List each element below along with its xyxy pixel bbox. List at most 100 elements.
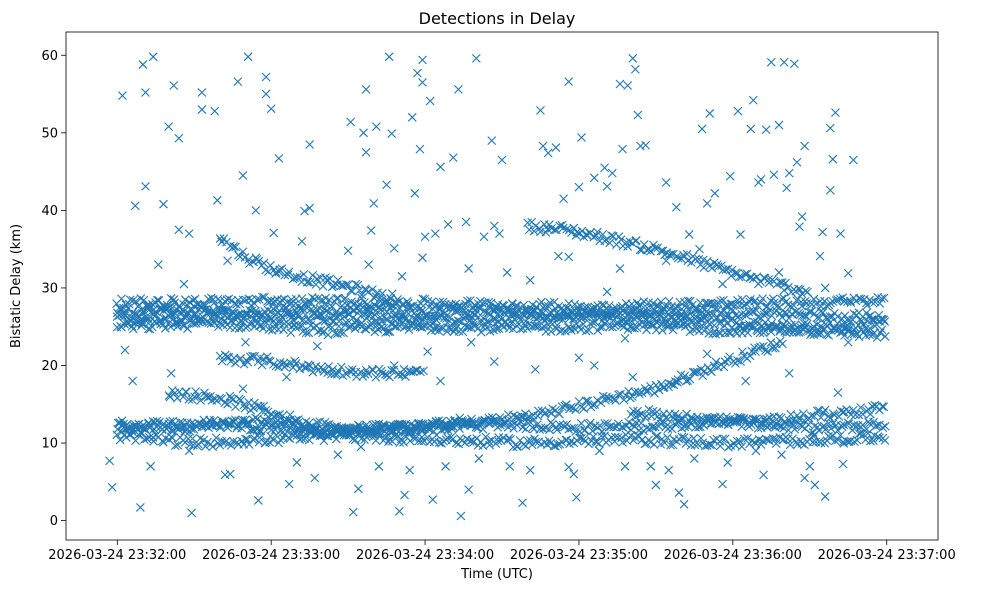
data-point-marker (460, 418, 470, 428)
data-point-marker (491, 303, 501, 313)
data-point-marker (767, 417, 777, 426)
data-point-marker (848, 405, 858, 415)
data-point-marker (181, 387, 191, 397)
data-point-marker (692, 367, 702, 377)
data-point-marker (652, 431, 662, 441)
data-point-marker (125, 295, 135, 305)
data-point-marker (736, 230, 745, 239)
x-axis-label: Time (UTC) (460, 567, 533, 582)
data-point-marker (395, 506, 404, 516)
data-point-marker (615, 264, 625, 273)
data-point-marker (677, 432, 687, 442)
data-point-marker (654, 385, 664, 395)
data-point-marker (773, 420, 783, 430)
data-point-marker (748, 95, 758, 105)
data-point-marker (253, 496, 263, 505)
data-point-marker (353, 302, 363, 312)
data-point-marker (463, 296, 472, 306)
data-point-marker (420, 232, 430, 242)
data-point-marker (393, 314, 403, 323)
data-point-marker (852, 435, 862, 445)
data-point-marker (465, 436, 475, 446)
data-point-marker (848, 155, 858, 165)
data-point-marker (445, 313, 455, 323)
data-point-marker (710, 326, 720, 336)
data-point-marker (872, 420, 882, 430)
data-point-marker (252, 295, 262, 304)
data-point-marker (564, 77, 574, 87)
data-point-marker (277, 295, 287, 305)
data-point-marker (711, 418, 720, 428)
data-point-marker (341, 317, 351, 327)
data-point-marker (489, 314, 498, 324)
data-point-marker (367, 285, 377, 294)
data-point-marker (734, 272, 744, 282)
data-point-marker (318, 315, 328, 325)
data-point-marker (628, 372, 638, 382)
data-point-marker (862, 300, 872, 310)
data-point-marker (299, 315, 308, 324)
data-point-marker (251, 413, 260, 423)
data-point-marker (324, 362, 333, 371)
data-point-marker (324, 295, 334, 305)
data-point-marker (224, 419, 234, 428)
data-point-marker (771, 439, 781, 449)
data-point-marker (310, 473, 320, 483)
data-point-marker (839, 420, 849, 430)
data-point-marker (789, 301, 799, 310)
data-point-marker (632, 298, 642, 308)
data-point-marker (522, 413, 532, 423)
data-point-marker (285, 410, 295, 420)
data-point-marker (505, 305, 515, 314)
data-point-marker (561, 400, 571, 410)
data-point-marker (779, 417, 789, 427)
data-point-marker (112, 312, 122, 322)
data-point-marker (682, 409, 691, 419)
data-point-marker (168, 433, 177, 443)
data-point-marker (447, 435, 457, 445)
data-point-marker (377, 369, 387, 379)
data-point-marker (574, 353, 584, 363)
data-point-marker (764, 274, 774, 284)
data-point-marker (723, 458, 733, 467)
data-point-marker (219, 234, 229, 243)
y-tick-label: 0 (50, 514, 58, 529)
data-point-marker (155, 316, 165, 326)
data-point-marker (376, 422, 386, 432)
data-point-marker (476, 327, 486, 337)
data-point-marker (731, 268, 741, 278)
data-point-marker (164, 422, 174, 432)
data-point-marker (458, 327, 468, 337)
data-point-marker (190, 392, 199, 402)
data-point-marker (629, 435, 638, 445)
data-point-marker (139, 295, 149, 305)
data-point-marker (208, 442, 218, 452)
data-point-marker (562, 303, 572, 313)
data-point-marker (836, 229, 845, 239)
data-point-marker (784, 368, 794, 378)
data-point-marker (559, 194, 568, 204)
data-point-marker (179, 279, 189, 289)
data-point-marker (376, 430, 385, 440)
data-point-marker (851, 410, 860, 420)
data-point-marker (778, 339, 787, 349)
data-point-marker (766, 338, 776, 347)
data-point-marker (527, 440, 537, 450)
data-point-marker (843, 337, 853, 347)
data-point-marker (121, 424, 131, 434)
data-point-marker (519, 300, 529, 310)
data-point-marker (696, 433, 706, 443)
data-point-marker (404, 325, 414, 335)
data-point-marker (384, 299, 394, 309)
data-point-marker (785, 440, 795, 450)
data-point-marker (815, 251, 825, 261)
data-point-marker (551, 441, 560, 451)
data-point-marker (613, 318, 623, 328)
data-point-marker (579, 404, 589, 413)
data-point-marker (707, 309, 717, 319)
data-point-marker (680, 371, 690, 381)
data-point-marker (383, 327, 393, 336)
data-point-marker (190, 294, 200, 304)
data-point-marker (706, 298, 716, 308)
